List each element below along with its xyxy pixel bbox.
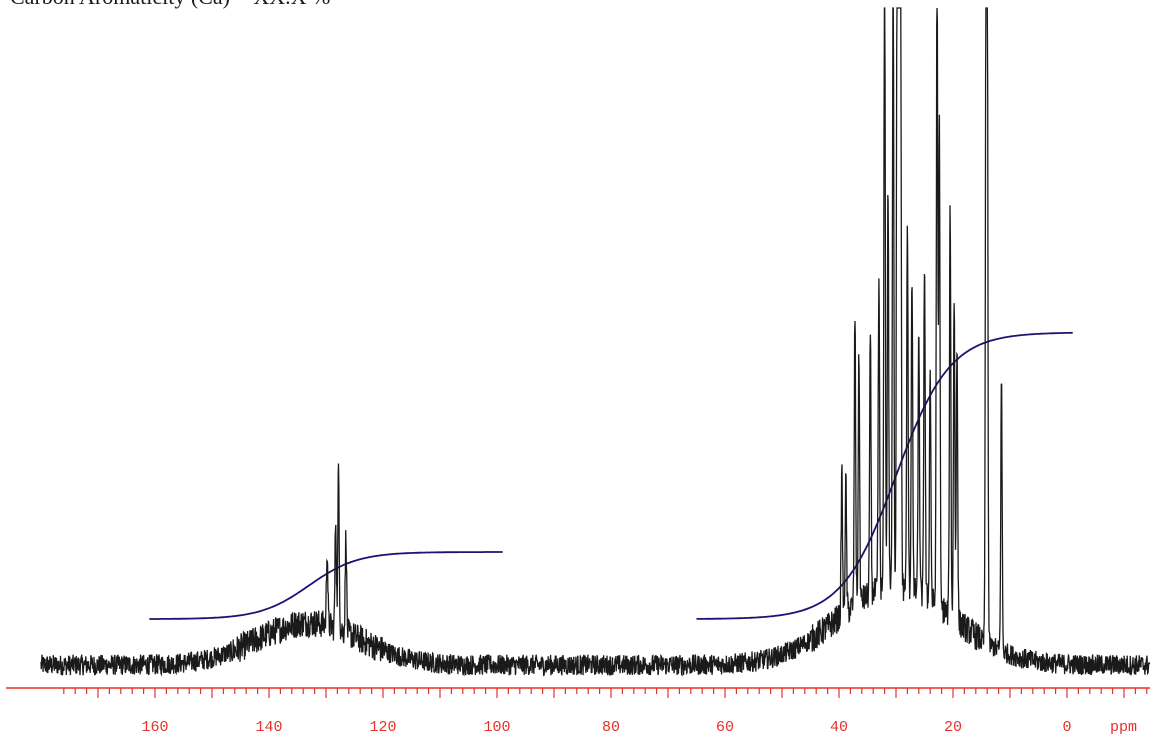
spectrum-trace <box>40 7 1151 677</box>
x-tick-label: 80 <box>602 719 620 735</box>
integral-curves <box>149 331 1073 620</box>
x-tick-label: 0 <box>1062 719 1071 735</box>
x-tick-label: 120 <box>369 719 396 735</box>
x-axis-label: ppm <box>1110 719 1137 735</box>
x-tick-label: 60 <box>716 719 734 735</box>
integral-aromatic-curve <box>149 551 503 620</box>
x-tick-label: 20 <box>944 719 962 735</box>
x-tick-label: 40 <box>830 719 848 735</box>
x-tick-label: 100 <box>483 719 510 735</box>
x-tick-label: 160 <box>141 719 168 735</box>
integral-aliphatic-curve <box>696 331 1073 620</box>
chart-title: Carbon Aromaticity (Ca) = XX.X % <box>10 0 330 9</box>
ppm-axis: 160 140 120 100 80 60 40 20 0 <box>6 687 1150 735</box>
spectrum-line <box>40 7 1151 677</box>
x-tick-label: 140 <box>255 719 282 735</box>
